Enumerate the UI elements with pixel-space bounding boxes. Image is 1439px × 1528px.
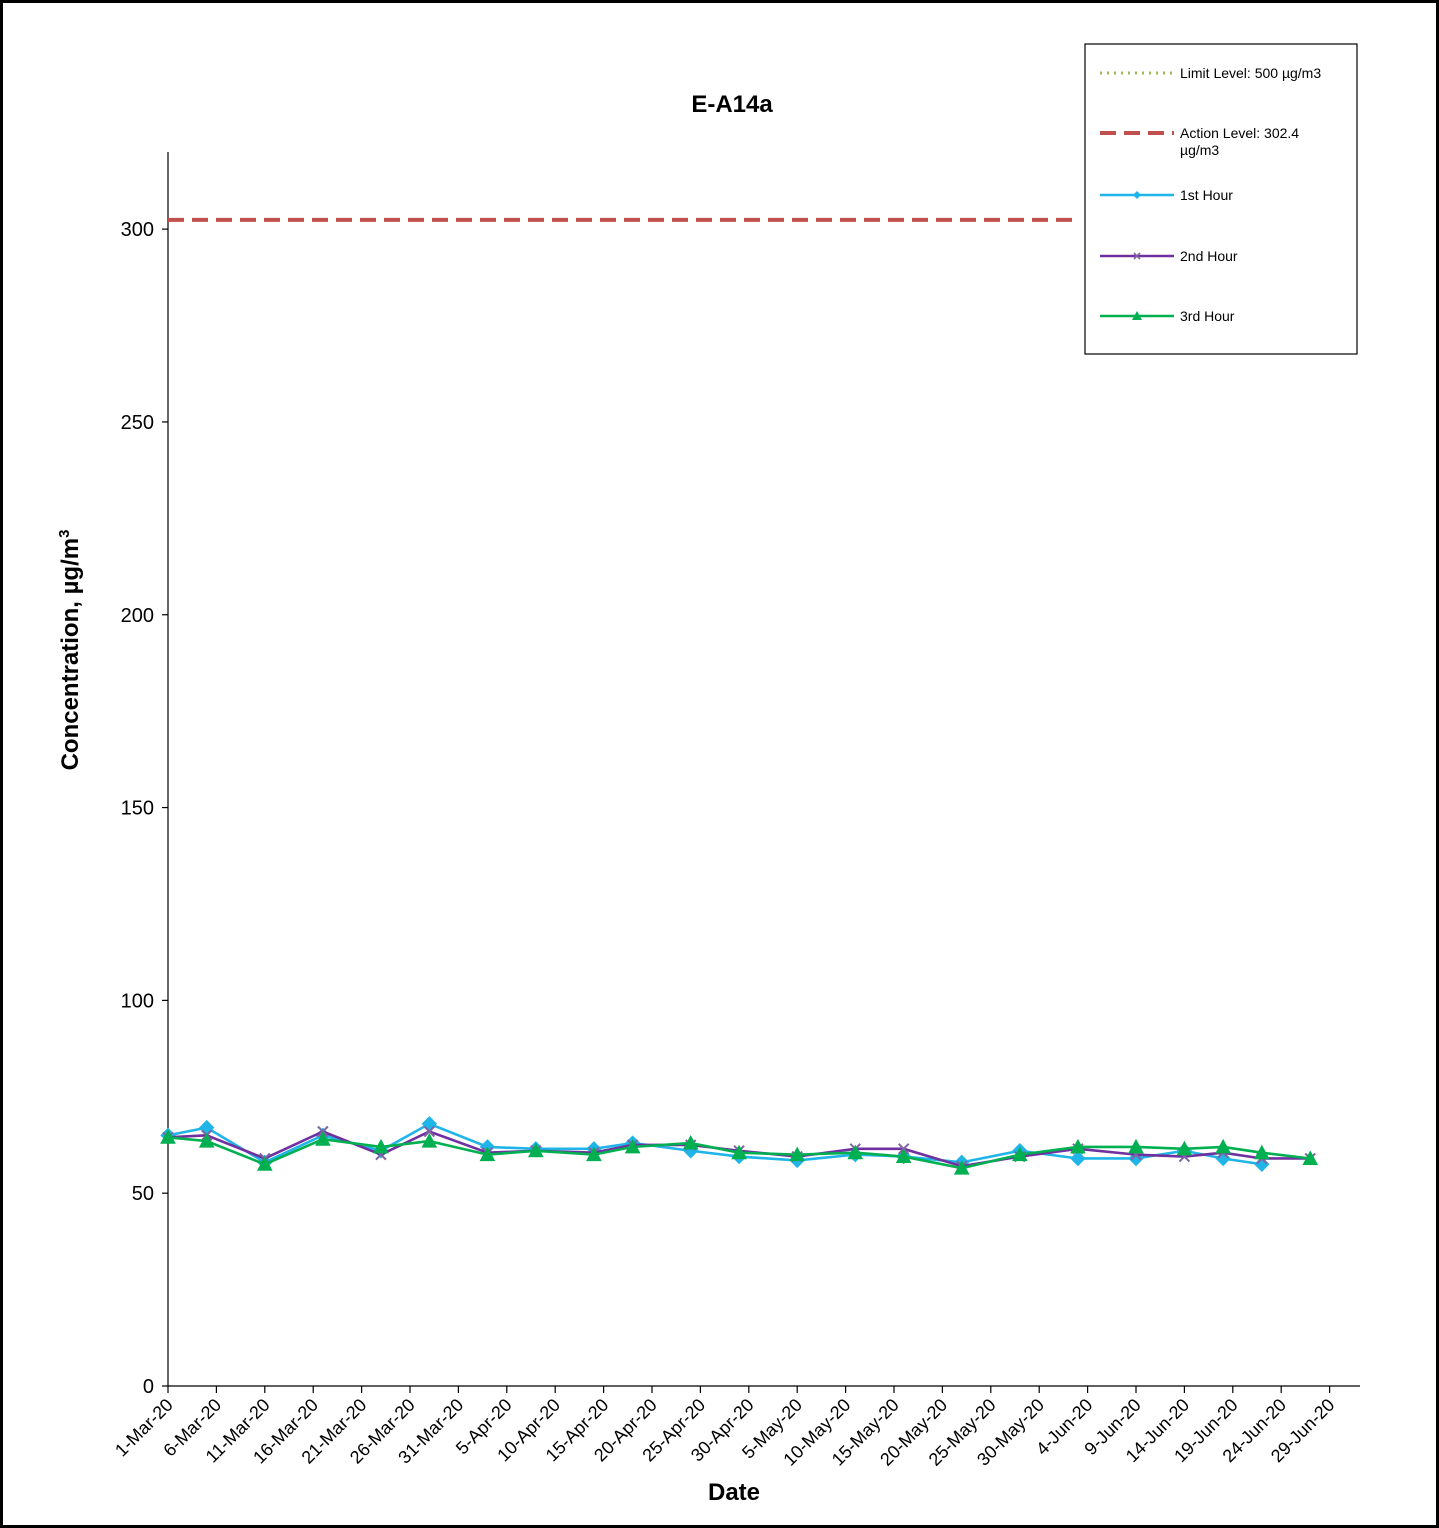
legend-action-label-unit: µg/m3 [1180, 142, 1219, 158]
marker-diamond [421, 1116, 438, 1132]
y-axis-title: Concentration, µg/m3 [56, 530, 84, 771]
marker-triangle [1176, 1140, 1193, 1156]
marker-triangle [315, 1131, 331, 1146]
legend-marker-first-hour [1133, 191, 1141, 199]
marker-diamond [1070, 1150, 1086, 1167]
marker-triangle [1012, 1146, 1028, 1162]
y-axis-title-text: Concentration, µg/m [57, 538, 84, 771]
series-line-first-hour [167, 1122, 1263, 1166]
y-tick-label: 0 [143, 1376, 154, 1398]
marker-triangle [586, 1146, 602, 1162]
marker-triangle [421, 1133, 438, 1148]
marker-x [1133, 252, 1141, 260]
legend-label-first-hour: 1st Hour [1180, 187, 1233, 203]
chart-title: E-A14a [691, 91, 773, 118]
marker-triangle [373, 1138, 389, 1154]
y-tick-label: 300 [121, 219, 154, 241]
marker-triangle [895, 1148, 912, 1164]
y-tick-label: 250 [121, 412, 154, 434]
legend-marker-second-hour [1133, 252, 1141, 260]
series-layer [160, 1116, 1319, 1175]
marker-triangle [682, 1135, 699, 1150]
marker-triangle [1070, 1138, 1086, 1154]
y-axis-title-superscript: 3 [56, 530, 73, 538]
marker-triangle [256, 1156, 273, 1171]
legend-box [1084, 43, 1358, 355]
legend-marker-third-hour [1132, 311, 1142, 320]
marker-triangle [731, 1144, 747, 1160]
legend-action-label: Action Level: 302.4 [1180, 125, 1299, 141]
legend-label-third-hour: 3rd Hour [1180, 308, 1235, 324]
legend: Limit Level: 500 µg/m3 Action Level: 302.… [1084, 43, 1358, 355]
marker-triangle [1128, 1138, 1144, 1154]
legend-limit-label: Limit Level: 500 µg/m3 [1180, 65, 1321, 81]
marker-triangle [1132, 311, 1142, 320]
y-tick-label: 50 [132, 1183, 154, 1205]
marker-triangle [198, 1133, 215, 1148]
y-tick-label: 150 [121, 798, 154, 820]
marker-triangle [528, 1142, 544, 1158]
marker-triangle [953, 1160, 970, 1175]
y-tick-label: 200 [121, 605, 154, 627]
marker-triangle [479, 1146, 496, 1162]
series-third-hour [160, 1129, 1319, 1175]
marker-triangle [789, 1146, 806, 1162]
marker-diamond [199, 1119, 215, 1136]
y-tick-label: 100 [121, 990, 154, 1012]
legend-label-second-hour: 2nd Hour [1180, 248, 1238, 264]
marker-triangle [1254, 1144, 1270, 1160]
marker-triangle [160, 1129, 176, 1144]
marker-triangle [624, 1138, 641, 1154]
marker-triangle [1215, 1138, 1231, 1154]
marker-triangle [847, 1144, 864, 1160]
marker-x [423, 1125, 436, 1138]
x-axis-title: Date [708, 1479, 760, 1506]
marker-triangle [1302, 1150, 1319, 1165]
marker-diamond [1133, 191, 1141, 199]
